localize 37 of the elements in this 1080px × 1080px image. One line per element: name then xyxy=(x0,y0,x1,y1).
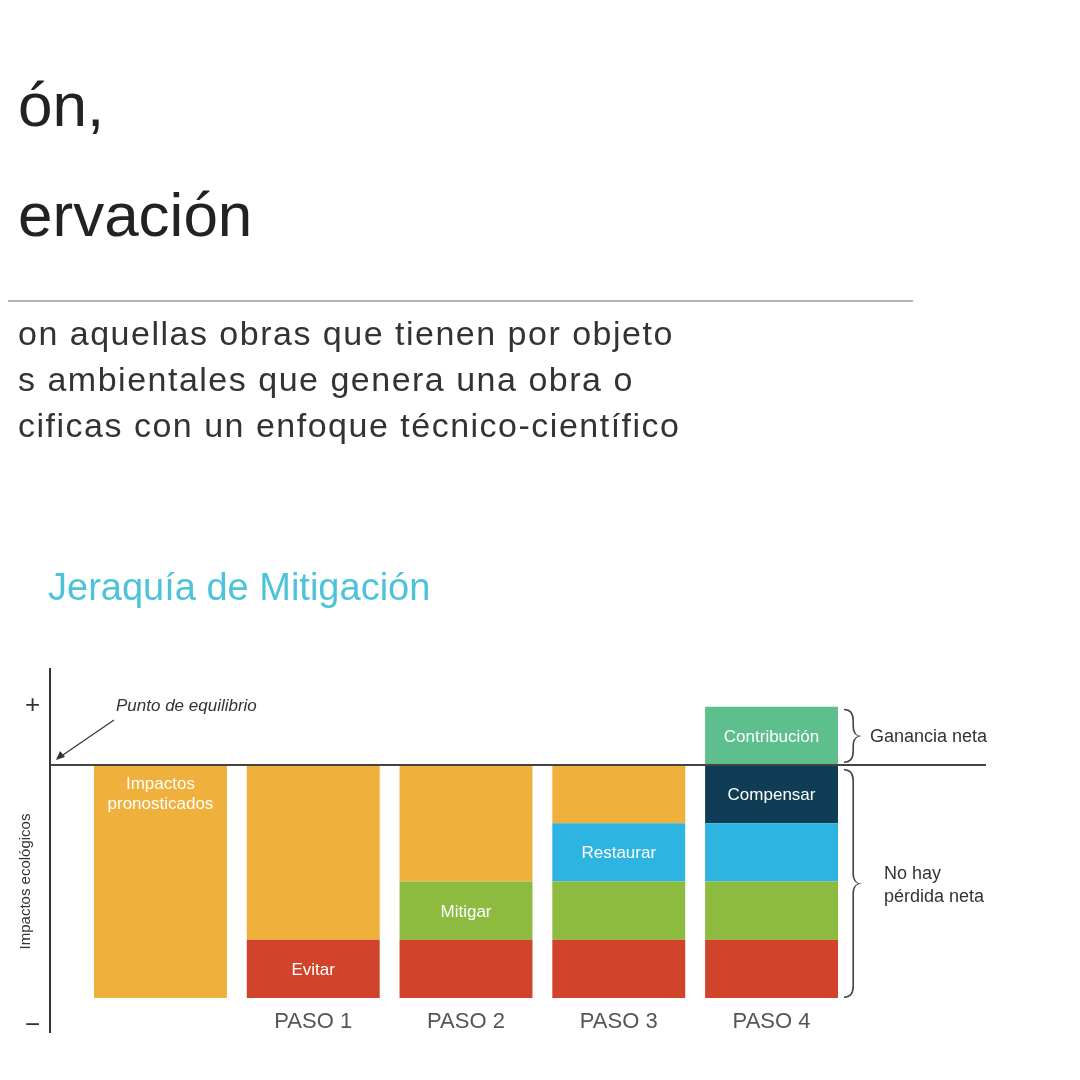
bar xyxy=(399,881,533,940)
text: + xyxy=(25,689,41,719)
series-label: Contribución xyxy=(723,726,820,746)
bar xyxy=(552,823,686,882)
y-axis-title: Impactos ecológicos xyxy=(16,813,33,950)
bar xyxy=(705,706,838,765)
bar xyxy=(705,823,838,882)
text: s ambientales que genera una obra o xyxy=(18,360,634,398)
text: No hay pérdida neta xyxy=(884,862,986,906)
text: ón, xyxy=(18,70,105,139)
bar xyxy=(246,939,380,998)
bar xyxy=(705,939,838,998)
series-label: Mitigar xyxy=(440,901,492,921)
bar xyxy=(399,939,533,998)
x-tick-label: PASO 3 xyxy=(579,1008,658,1033)
x-tick-label: PASO 1 xyxy=(274,1008,353,1033)
bar xyxy=(705,881,838,940)
bar xyxy=(552,939,686,998)
bar xyxy=(552,881,686,940)
text: − xyxy=(25,1009,41,1039)
annotation: Punto de equilibrio xyxy=(116,696,257,715)
text: ervación xyxy=(18,180,253,249)
text: on aquellas obras que tienen por objeto xyxy=(18,314,674,352)
series-label: Impactos pronosticados xyxy=(107,774,214,813)
text: cificas con un enfoque técnico-científico xyxy=(18,406,681,444)
bar xyxy=(552,765,686,824)
bar xyxy=(94,765,227,998)
chart-title: Jeraquía de Mitigación xyxy=(48,566,431,608)
series-label: Restaurar xyxy=(581,843,657,863)
text: Ganancia neta xyxy=(870,725,989,746)
series-label: Compensar xyxy=(727,785,816,805)
x-tick-label: PASO 2 xyxy=(427,1008,505,1033)
bar xyxy=(399,765,533,882)
series-label: Evitar xyxy=(291,959,336,979)
x-tick-label: PASO 4 xyxy=(732,1008,811,1033)
bar xyxy=(246,765,380,940)
bar xyxy=(705,765,838,824)
